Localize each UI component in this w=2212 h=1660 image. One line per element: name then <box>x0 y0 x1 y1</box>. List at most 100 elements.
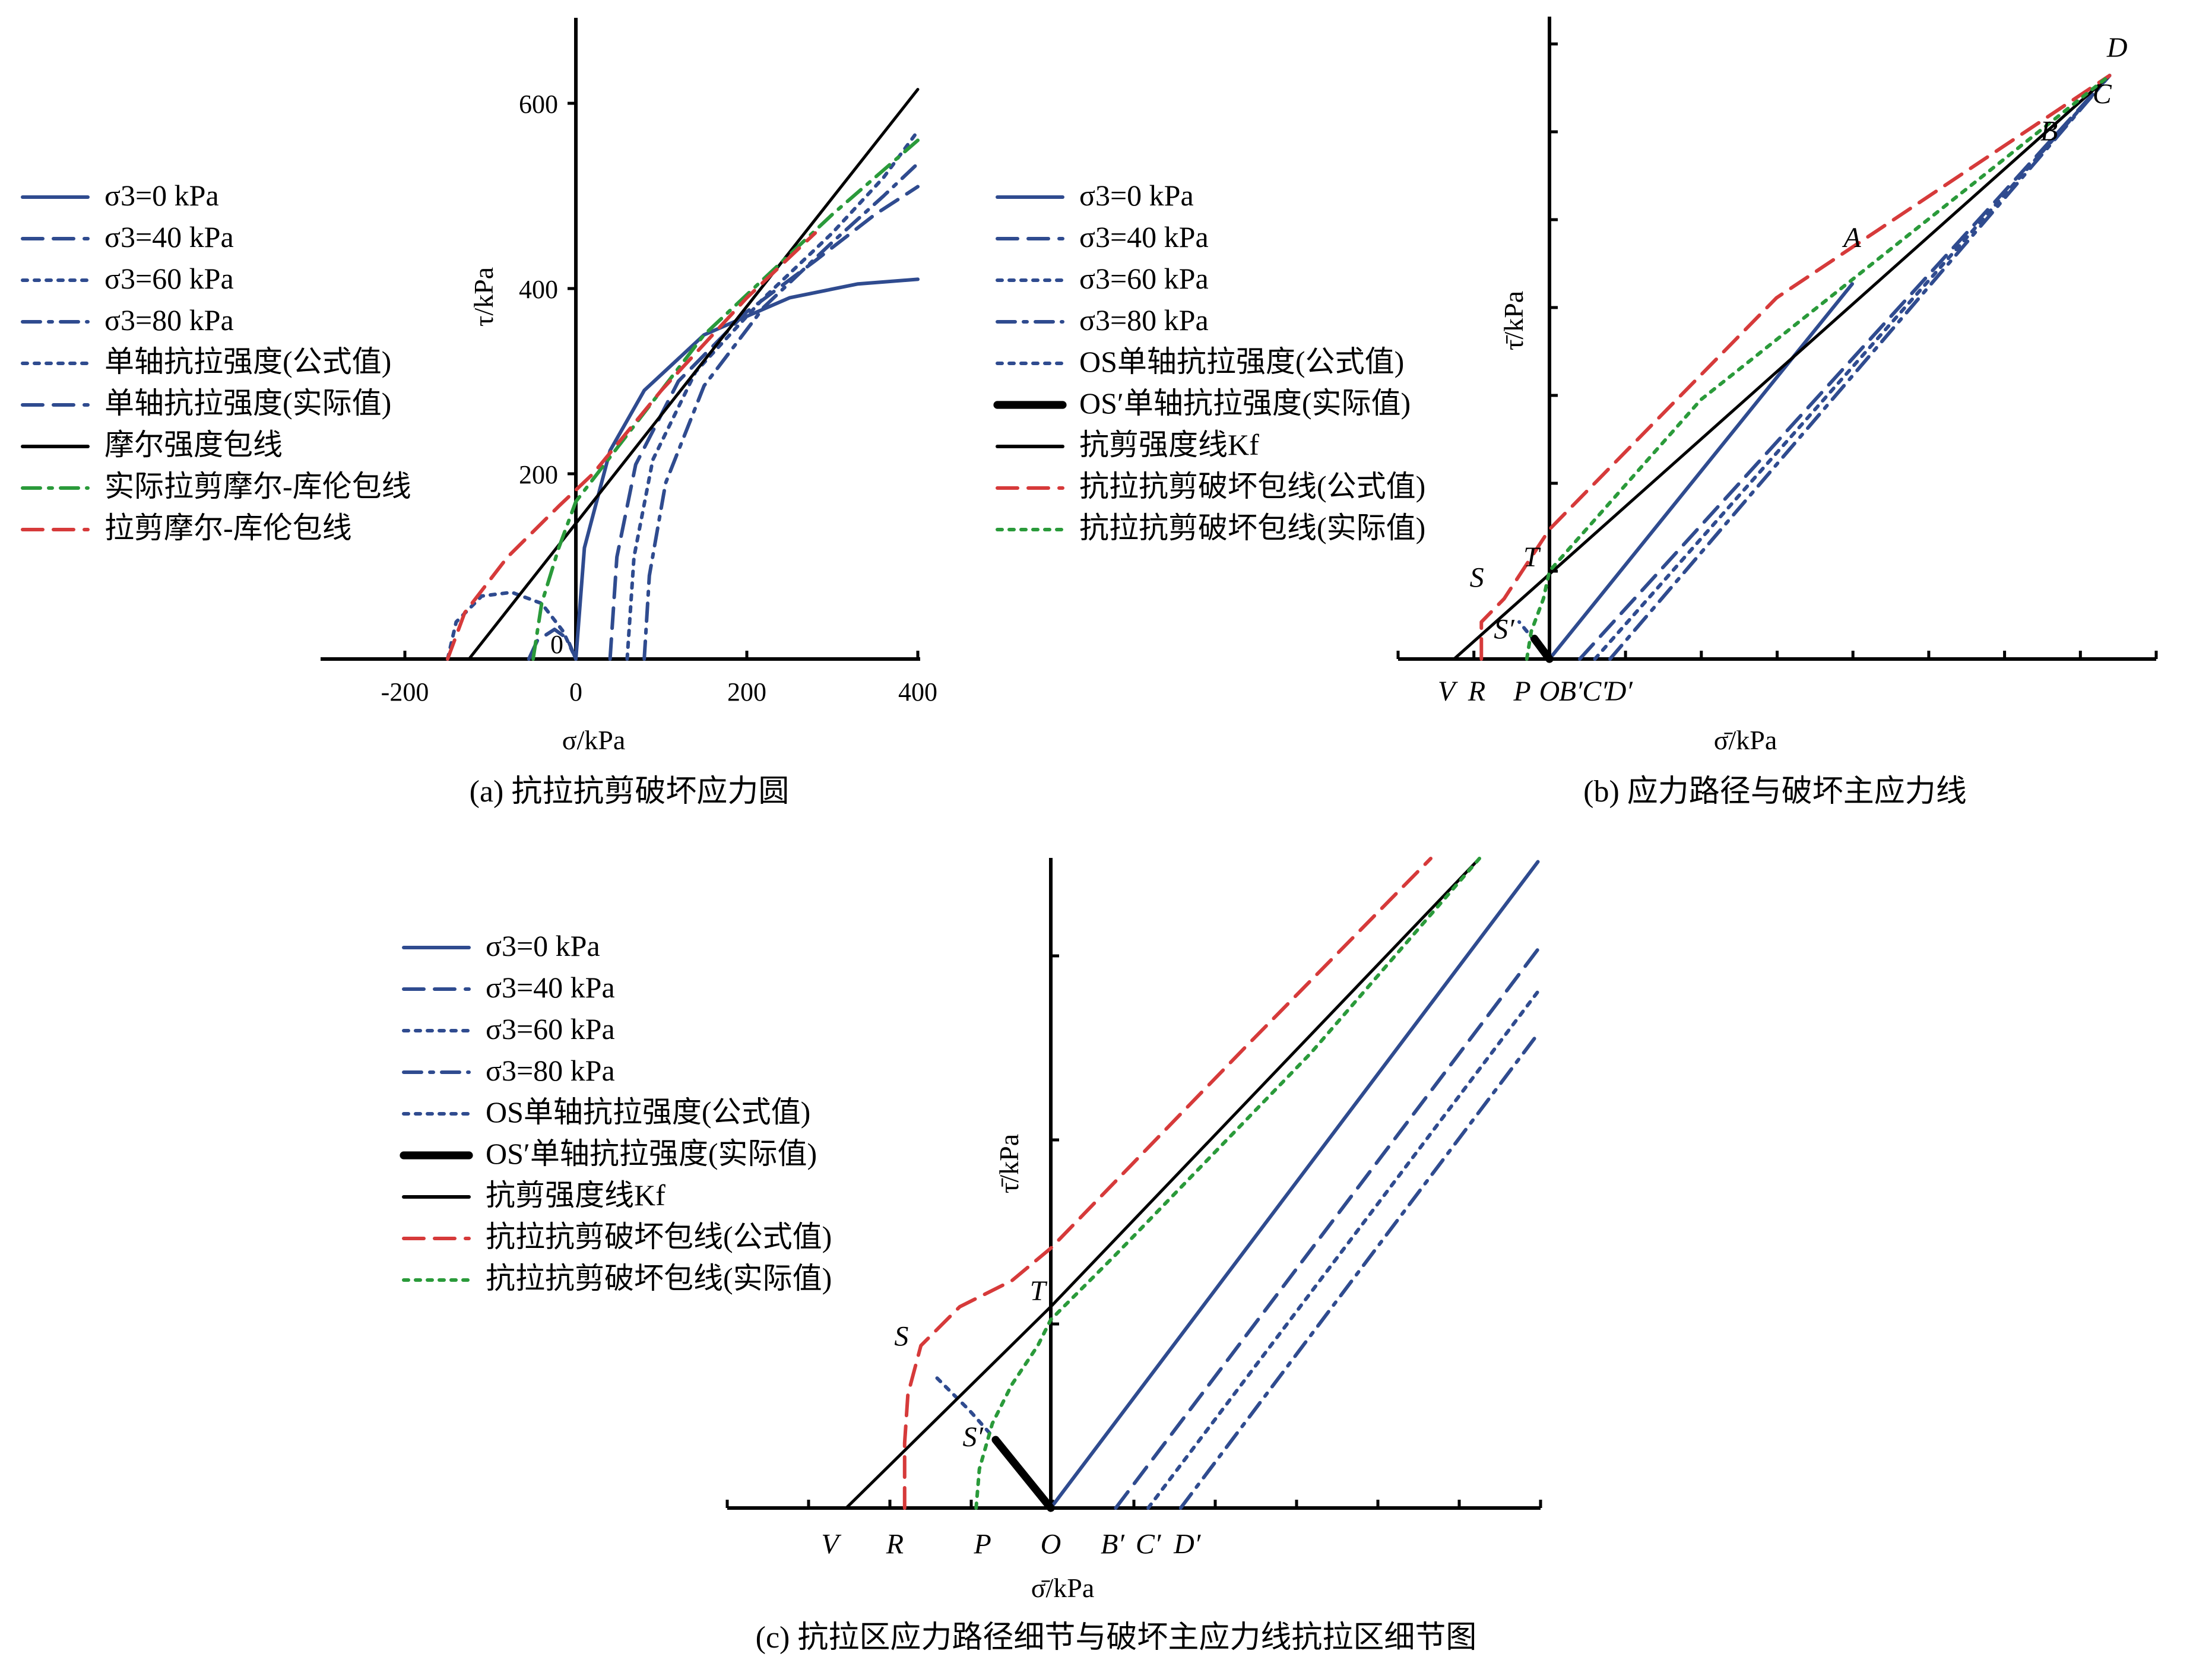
legend-label: 摩尔强度包线 <box>104 428 283 461</box>
legend-label: 抗剪强度线Kf <box>1079 428 1259 461</box>
series-line <box>1479 74 2112 661</box>
series-line <box>1525 74 2112 661</box>
panel-c-plot-area <box>844 857 1540 1512</box>
point-label: C <box>2093 78 2112 110</box>
legend-label: σ3=0 kPa <box>104 179 219 212</box>
panel-b-xlabel: σ̄/kPa <box>1714 725 1777 755</box>
panel-c-ylabel: τ̄/kPa <box>994 1134 1024 1193</box>
panel-c: σ̄/kPa τ̄/kPa σ3=0 kPa σ3=40 kPa σ3=60 kPa… <box>400 857 1542 1655</box>
point-label: R <box>1468 676 1485 707</box>
y-tick-label: 200 <box>519 460 558 489</box>
point-label: R <box>886 1529 904 1560</box>
x-tick-label: 200 <box>727 677 766 707</box>
point-label: V <box>1438 676 1458 707</box>
panel-c-axes <box>725 858 1542 1510</box>
series-line <box>446 590 578 661</box>
legend-label: σ3=80 kPa <box>1079 303 1209 337</box>
panel-b: σ̄/kPa τ̄/kPa σ3=0 kPa σ3=40 kPa σ3=60 kPa… <box>993 17 2158 809</box>
panel-a-ylabel: τ/kPa <box>468 267 499 327</box>
panel-b-axes <box>1396 17 2158 661</box>
point-label: O <box>1539 676 1560 707</box>
legend-label: 拉剪摩尔-库伦包线 <box>104 511 352 544</box>
series-line <box>1049 860 1540 1510</box>
legend-label: OS′单轴抗拉强度(实际值) <box>486 1137 817 1170</box>
point-label: D <box>2106 32 2128 64</box>
legend-label: σ3=40 kPa <box>486 971 615 1004</box>
point-label: C′ <box>1582 676 1608 707</box>
series-line <box>1452 74 2111 661</box>
origin-label: 0 <box>550 630 563 659</box>
series-line <box>1146 990 1540 1510</box>
series-line <box>902 857 1433 1510</box>
series-line <box>1178 1032 1540 1510</box>
panel-b-ylabel: τ̄/kPa <box>1498 291 1529 350</box>
legend-label: σ3=0 kPa <box>1079 179 1194 212</box>
point-label: P <box>973 1529 991 1560</box>
point-label: A <box>1842 222 1861 254</box>
series-line <box>1593 74 2112 661</box>
series-line <box>531 138 920 661</box>
legend-label: 抗拉抗剪破坏包线(公式值) <box>486 1220 832 1253</box>
point-label: B <box>2040 115 2058 147</box>
panel-b-plot-area <box>1452 74 2112 663</box>
panel-a-axes: -200 0 200 400 200 400 600 0 <box>321 18 937 707</box>
series-line <box>844 857 1481 1510</box>
series-line <box>608 185 920 661</box>
point-label: D′ <box>1173 1529 1202 1560</box>
series-line <box>1608 74 2112 661</box>
panel-b-point-labels: A B CD T S S′ V R P OB′ C′D′ <box>1438 32 2128 707</box>
series-line <box>1114 948 1540 1510</box>
series-line <box>1578 74 2112 661</box>
legend-label: 抗拉抗剪破坏包线(实际值) <box>486 1262 832 1295</box>
legend-label: 抗剪强度线Kf <box>486 1179 665 1212</box>
legend-label: σ3=80 kPa <box>486 1054 615 1087</box>
legend-label: σ3=40 kPa <box>1079 220 1209 254</box>
panel-c-caption: (c) 抗拉区应力路径细节与破坏主应力线抗拉区细节图 <box>756 1621 1477 1655</box>
legend-label: σ3=60 kPa <box>486 1012 615 1046</box>
panel-a-legend: σ3=0 kPa σ3=40 kPa σ3=60 kPa σ3=80 kPa 单轴抗拉强… <box>21 179 411 544</box>
legend-label: σ3=60 kPa <box>104 262 234 295</box>
panel-a-plot-area <box>446 88 920 661</box>
point-label: S <box>894 1321 908 1352</box>
point-label: D′ <box>1605 676 1634 707</box>
point-label: S′ <box>1494 614 1515 645</box>
legend-label: 抗拉抗剪破坏包线(实际值) <box>1079 511 1425 544</box>
legend-label: 抗拉抗剪破坏包线(公式值) <box>1079 470 1425 503</box>
point-label: T <box>1030 1275 1048 1307</box>
series-line <box>467 88 920 661</box>
legend-label: σ3=60 kPa <box>1079 262 1209 295</box>
panel-a-caption: (a) 抗拉抗剪破坏应力圆 <box>470 775 790 809</box>
point-label: S′ <box>962 1421 984 1453</box>
legend-label: σ3=40 kPa <box>104 220 234 254</box>
legend-label: 单轴抗拉强度(实际值) <box>104 387 391 420</box>
legend-label: 单轴抗拉强度(公式值) <box>104 345 391 378</box>
x-tick-label: 400 <box>898 677 937 707</box>
x-tick-label: 0 <box>569 677 582 707</box>
point-label: T <box>1523 541 1541 573</box>
point-label: C′ <box>1136 1529 1162 1560</box>
panel-c-point-labels: T S S′ V R P O B′ C′ D′ <box>821 1275 1201 1560</box>
legend-label: OS单轴抗拉强度(公式值) <box>486 1095 810 1129</box>
panel-a: -200 0 200 400 200 400 600 0 σ/kPa τ/kPa σ3=0 k… <box>21 18 937 809</box>
legend-label: OS′单轴抗拉强度(实际值) <box>1079 387 1411 420</box>
panel-b-caption: (b) 应力路径与破坏主应力线 <box>1583 775 1967 809</box>
series-line <box>1530 635 1554 663</box>
series-line <box>991 1436 1055 1512</box>
series-line <box>574 277 920 661</box>
legend-label: σ3=80 kPa <box>104 303 234 337</box>
series-line <box>642 161 920 661</box>
x-tick-label: -200 <box>381 677 429 707</box>
point-label: P <box>1513 676 1530 707</box>
series-line <box>446 231 817 661</box>
y-tick-label: 600 <box>519 90 558 119</box>
point-label: B′ <box>1101 1529 1125 1560</box>
series-line <box>625 129 920 661</box>
legend-label: σ3=0 kPa <box>486 929 600 962</box>
panel-c-legend: σ3=0 kPa σ3=40 kPa σ3=60 kPa σ3=80 kPa OS单轴抗… <box>400 929 832 1295</box>
point-label: B′ <box>1559 676 1583 707</box>
panel-c-xlabel: σ̄/kPa <box>1031 1573 1095 1603</box>
legend-label: 实际拉剪摩尔-库伦包线 <box>104 470 411 503</box>
point-label: S <box>1470 562 1484 593</box>
point-label: V <box>821 1529 841 1560</box>
